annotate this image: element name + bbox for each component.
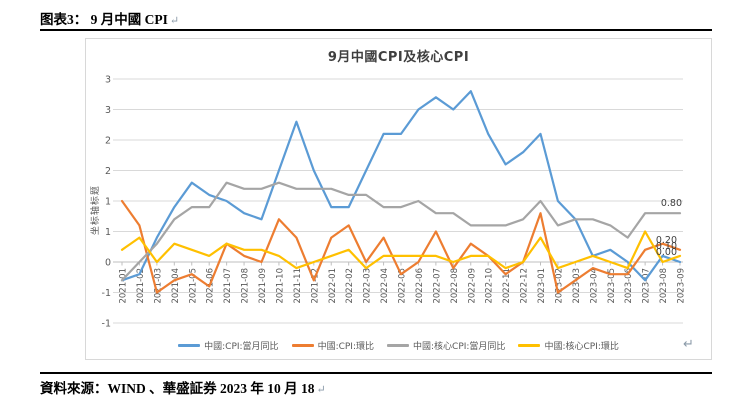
return-mark-icon: ↵ bbox=[316, 384, 326, 396]
x-tick-label: 2023-08 bbox=[659, 268, 669, 304]
legend-swatch bbox=[178, 344, 201, 347]
y-tick-label: 2 bbox=[105, 136, 111, 147]
data-label: 0.00 bbox=[656, 247, 677, 258]
x-tick-label: 2023-03 bbox=[572, 268, 582, 304]
x-tick-label: 2021-10 bbox=[275, 268, 285, 304]
header-divider bbox=[40, 29, 712, 31]
y-tick-label: 2 bbox=[105, 166, 111, 177]
legend-label: 中國:核心CPI:當月同比 bbox=[413, 342, 506, 352]
x-tick-label: 2021-06 bbox=[206, 268, 216, 304]
y-tick-label: 3 bbox=[105, 75, 111, 86]
series-line bbox=[120, 199, 682, 294]
x-tick-label: 2022-01 bbox=[328, 268, 338, 304]
data-label: 0.20 bbox=[656, 235, 677, 246]
x-tick-label: 2022-03 bbox=[363, 268, 373, 304]
legend-item: 中國:核心CPI:當月同比 bbox=[387, 339, 505, 352]
x-tick-label: 2021-01 bbox=[119, 268, 129, 304]
x-tick-label: 2021-09 bbox=[258, 268, 268, 304]
legend-item: 中國:CPI:環比 bbox=[291, 339, 374, 352]
data-label: 0.10 bbox=[656, 241, 677, 252]
chart-title: 9月中國CPI及核心CPI bbox=[327, 50, 470, 65]
series-line bbox=[120, 90, 682, 282]
y-tick-label: -1 bbox=[102, 319, 111, 330]
x-tick-label: 2022-10 bbox=[485, 268, 495, 304]
chart-legend: 中國:CPI:當月同比 中國:CPI:環比 中國:核心CPI:當月同比 中國:核心CP… bbox=[86, 339, 711, 352]
x-tick-label: 2022-11 bbox=[502, 268, 512, 304]
series-line bbox=[120, 181, 682, 282]
x-tick-label: 2022-02 bbox=[345, 268, 355, 304]
legend-swatch bbox=[518, 344, 541, 347]
legend-swatch bbox=[291, 344, 314, 347]
source-note: 資料來源：WIND 、華盛証券 2023 年 10 月 18 ↵ bbox=[40, 377, 326, 397]
x-tick-label: 2022-04 bbox=[380, 268, 390, 304]
x-tick-label: 2021-04 bbox=[171, 268, 181, 304]
plot-svg: 3 3 2 2 1 1 0 -1 -1 2021-01 2021-02 2021-03 2021-04 2… bbox=[89, 75, 687, 330]
x-tick-label: 2021-11 bbox=[293, 268, 303, 304]
figure-caption: 图表3： 9 月中國 CPI ↵ bbox=[40, 8, 179, 28]
x-tick-label: 2023-01 bbox=[537, 268, 547, 304]
x-tick-label: 2021-05 bbox=[188, 268, 198, 304]
legend-item: 中國:核心CPI:環比 bbox=[518, 339, 619, 352]
x-tick-label: 2021-12 bbox=[310, 268, 320, 304]
x-tick-label: 2023-02 bbox=[554, 268, 564, 304]
return-mark-icon: ↵ bbox=[683, 337, 694, 352]
data-label: 0.80 bbox=[661, 198, 682, 209]
source-note-text: 資料來源：WIND 、華盛証券 2023 年 10 月 18 bbox=[40, 381, 315, 396]
x-tick-label: 2021-02 bbox=[136, 268, 146, 304]
x-tick-label: 2023-05 bbox=[607, 268, 617, 304]
x-tick-label: 2022-08 bbox=[450, 268, 460, 304]
x-tick-label: 2023-07 bbox=[642, 268, 652, 304]
legend-swatch bbox=[387, 344, 409, 347]
y-axis-title: 坐标轴标题 bbox=[89, 185, 101, 235]
x-tick-label: 2021-03 bbox=[153, 268, 163, 304]
x-tick-label: 2021-08 bbox=[241, 268, 251, 304]
x-tick-label: 2023-04 bbox=[589, 268, 599, 304]
y-tick-label: -1 bbox=[102, 288, 111, 299]
return-mark-icon: ↵ bbox=[169, 15, 180, 27]
x-tick-label: 2021-07 bbox=[223, 268, 233, 304]
y-tick-label: 3 bbox=[105, 105, 111, 116]
x-tick-label: 2022-06 bbox=[415, 268, 425, 304]
series-line bbox=[120, 230, 682, 270]
legend-label: 中國:CPI:環比 bbox=[317, 342, 374, 352]
x-tick-label: 2022-05 bbox=[398, 268, 408, 304]
legend-label: 中國:核心CPI:環比 bbox=[544, 342, 619, 352]
x-tick-label: 2023-09 bbox=[677, 268, 687, 304]
x-tick-label: 2022-07 bbox=[432, 268, 442, 304]
y-tick-label: 1 bbox=[105, 197, 111, 208]
legend-label: 中國:CPI:當月同比 bbox=[204, 342, 279, 352]
figure-caption-text: 图表3： 9 月中國 CPI bbox=[40, 12, 168, 27]
chart-object[interactable]: 9月中國CPI及核心CPI 3 3 2 2 1 1 0 -1 -1 2021-01 2021-02 2… bbox=[85, 38, 712, 360]
x-tick-label: 2022-09 bbox=[467, 268, 477, 304]
x-tick-label: 2023-06 bbox=[624, 268, 634, 304]
x-tick-label: 2022-12 bbox=[520, 268, 530, 304]
y-tick-label: 1 bbox=[105, 227, 111, 238]
legend-item: 中國:CPI:當月同比 bbox=[178, 339, 279, 352]
footer-divider bbox=[40, 372, 712, 374]
y-tick-label: 0 bbox=[105, 258, 111, 269]
